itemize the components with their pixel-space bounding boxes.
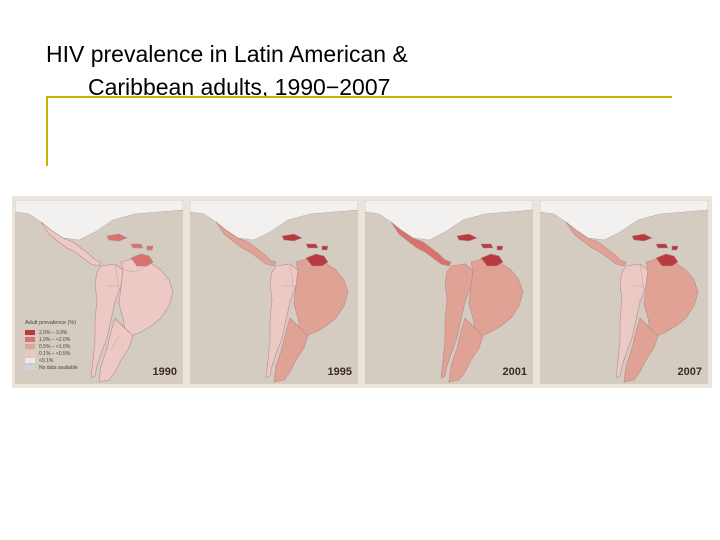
map-svg-2001 [365,200,533,383]
region-caribbean [281,233,329,251]
legend-swatch [25,365,35,370]
map-year-label: 1995 [327,366,352,378]
slide-title: HIV prevalence in Latin American & Carib… [46,38,686,104]
region-south-cone [98,317,134,383]
north-america-region [540,200,708,241]
region-guianas [130,253,154,267]
region-caribbean [106,233,154,251]
north-america-region [15,200,183,241]
legend-item: No data available [25,364,115,371]
legend-swatch [25,358,35,363]
map-year-label: 2001 [502,366,527,378]
map-year-label: 1990 [152,366,177,378]
region-guianas [480,253,504,267]
map-svg-1995 [190,200,358,383]
region-central-america [215,221,277,267]
legend-swatch [25,344,35,349]
region-guianas [305,253,329,267]
legend-label: <0.1% [39,357,54,364]
map-svg-1990 [15,200,183,383]
legend-item: 1.0% – <2.0% [25,336,115,343]
region-guianas [655,253,679,267]
region-brazil [118,257,174,337]
map-panel-2: 1995 [190,200,358,384]
north-america-region [365,200,533,241]
legend-label: 0.5% – <1.0% [39,343,71,350]
map-legend: Adult prevalence (%) 2.0% – 3.9% 1.0% – <2… [25,320,115,371]
region-caribbean [456,233,504,251]
region-brazil [643,257,699,337]
map-year-label: 2007 [677,366,702,378]
map-panel-4: 2007 [540,200,708,384]
maps-strip: 1990 Adult prevalence (%) 2.0% – 3.9% 1.0% … [12,196,712,388]
title-underline-rule [46,96,672,98]
legend-swatch [25,330,35,335]
map-panel-3: 2001 [365,200,533,384]
title-line-1: HIV prevalence in Latin American & [46,41,408,67]
north-america-region [190,200,358,241]
legend-item: <0.1% [25,357,115,364]
legend-item: 2.0% – 3.9% [25,329,115,336]
region-central-america [565,221,627,267]
legend-label: 0.1% – <0.5% [39,350,71,357]
region-south-cone [623,317,659,383]
legend-item: 0.5% – <1.0% [25,343,115,350]
region-south-cone [273,317,309,383]
legend-swatch [25,351,35,356]
region-brazil [293,257,349,337]
legend-label: No data available [39,364,78,371]
map-svg-2007 [540,200,708,383]
map-panel-1: 1990 Adult prevalence (%) 2.0% – 3.9% 1.0% … [15,200,183,384]
title-side-rule [46,96,48,166]
region-brazil [468,257,524,337]
legend-label: 1.0% – <2.0% [39,336,71,343]
legend-label: 2.0% – 3.9% [39,329,68,336]
legend-title: Adult prevalence (%) [25,320,77,326]
region-caribbean [631,233,679,251]
region-central-america [390,221,452,267]
region-south-cone [448,317,484,383]
region-central-america [40,221,102,267]
legend-swatch [25,337,35,342]
title-line-2: Caribbean adults, 1990−2007 [88,74,391,100]
legend-item: 0.1% – <0.5% [25,350,115,357]
